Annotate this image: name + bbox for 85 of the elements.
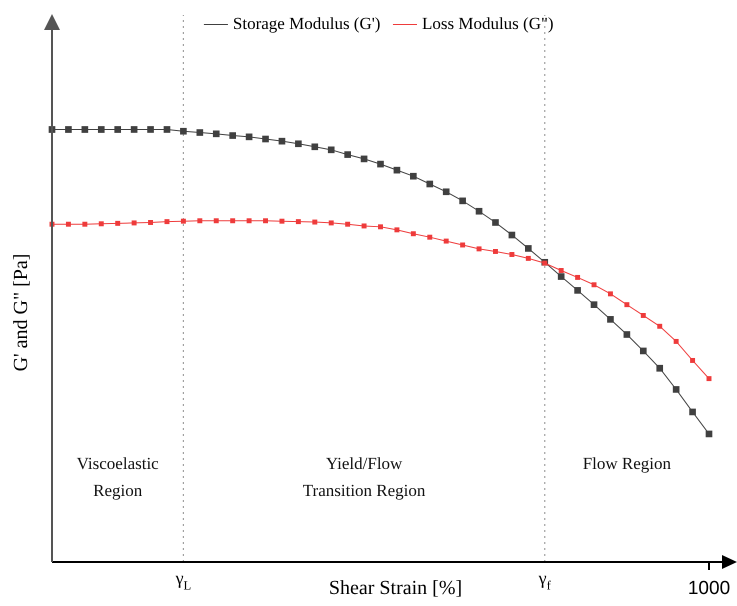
annotation: Yield/Flow Transition Region xyxy=(302,454,426,500)
point xyxy=(114,126,122,133)
point xyxy=(197,218,202,224)
point xyxy=(344,151,351,158)
point xyxy=(476,208,482,215)
point xyxy=(459,198,466,204)
point xyxy=(640,313,646,318)
point xyxy=(362,223,367,228)
point xyxy=(196,129,204,136)
point xyxy=(312,220,318,225)
y-axis-title: G' and G" [Pa] xyxy=(10,254,32,372)
point xyxy=(624,302,630,308)
point xyxy=(345,222,350,227)
point xyxy=(493,248,498,254)
point xyxy=(229,132,236,139)
point xyxy=(706,376,712,382)
point xyxy=(444,238,449,244)
point xyxy=(246,134,252,140)
point xyxy=(460,242,466,248)
point xyxy=(295,140,302,148)
point xyxy=(66,222,71,227)
point xyxy=(230,218,236,224)
point xyxy=(82,222,88,227)
point xyxy=(180,128,187,135)
point xyxy=(98,126,105,133)
point xyxy=(476,246,482,252)
point xyxy=(278,138,286,144)
point xyxy=(164,126,170,133)
point xyxy=(311,143,318,150)
point xyxy=(592,282,596,288)
point xyxy=(608,291,613,296)
point xyxy=(410,172,417,180)
point xyxy=(360,156,368,162)
point xyxy=(279,218,284,224)
point xyxy=(624,331,630,338)
x-tick-label: 1000 xyxy=(688,578,730,599)
point xyxy=(558,268,564,273)
point xyxy=(65,126,72,133)
point xyxy=(558,273,564,280)
point xyxy=(640,348,647,354)
point xyxy=(689,408,696,416)
point xyxy=(246,218,252,224)
point xyxy=(574,287,581,294)
point xyxy=(130,126,138,133)
point xyxy=(575,274,580,280)
point xyxy=(263,218,268,224)
point xyxy=(132,220,137,226)
point xyxy=(147,126,154,133)
point xyxy=(377,160,384,168)
point xyxy=(180,218,186,224)
point xyxy=(657,324,662,329)
point xyxy=(690,358,696,363)
point xyxy=(426,180,434,188)
point xyxy=(115,220,120,226)
annotation: Viscoelastic Region xyxy=(76,454,160,500)
legend-label: Loss Modulus (G") xyxy=(422,14,554,33)
point xyxy=(607,316,614,323)
point xyxy=(328,146,335,154)
point xyxy=(674,338,679,344)
point xyxy=(508,232,516,238)
point xyxy=(656,364,664,372)
point xyxy=(525,245,532,252)
point xyxy=(296,219,301,224)
annotation: Flow Region xyxy=(582,454,672,473)
point xyxy=(509,252,514,257)
legend-label: Storage Modulus (G') xyxy=(232,14,380,33)
point xyxy=(590,301,598,308)
point xyxy=(164,219,170,224)
point xyxy=(262,136,269,142)
point xyxy=(492,219,499,226)
point xyxy=(378,224,383,230)
point xyxy=(442,188,450,196)
point xyxy=(706,430,712,438)
point xyxy=(148,220,154,225)
x-axis-title: Shear Strain [%] xyxy=(328,577,462,599)
point xyxy=(394,227,400,232)
point xyxy=(410,231,416,236)
point xyxy=(427,234,432,240)
point xyxy=(526,256,531,261)
point xyxy=(82,126,88,133)
point xyxy=(212,130,220,138)
point xyxy=(394,166,400,174)
point xyxy=(328,220,334,226)
point xyxy=(98,221,104,226)
point xyxy=(672,386,680,393)
